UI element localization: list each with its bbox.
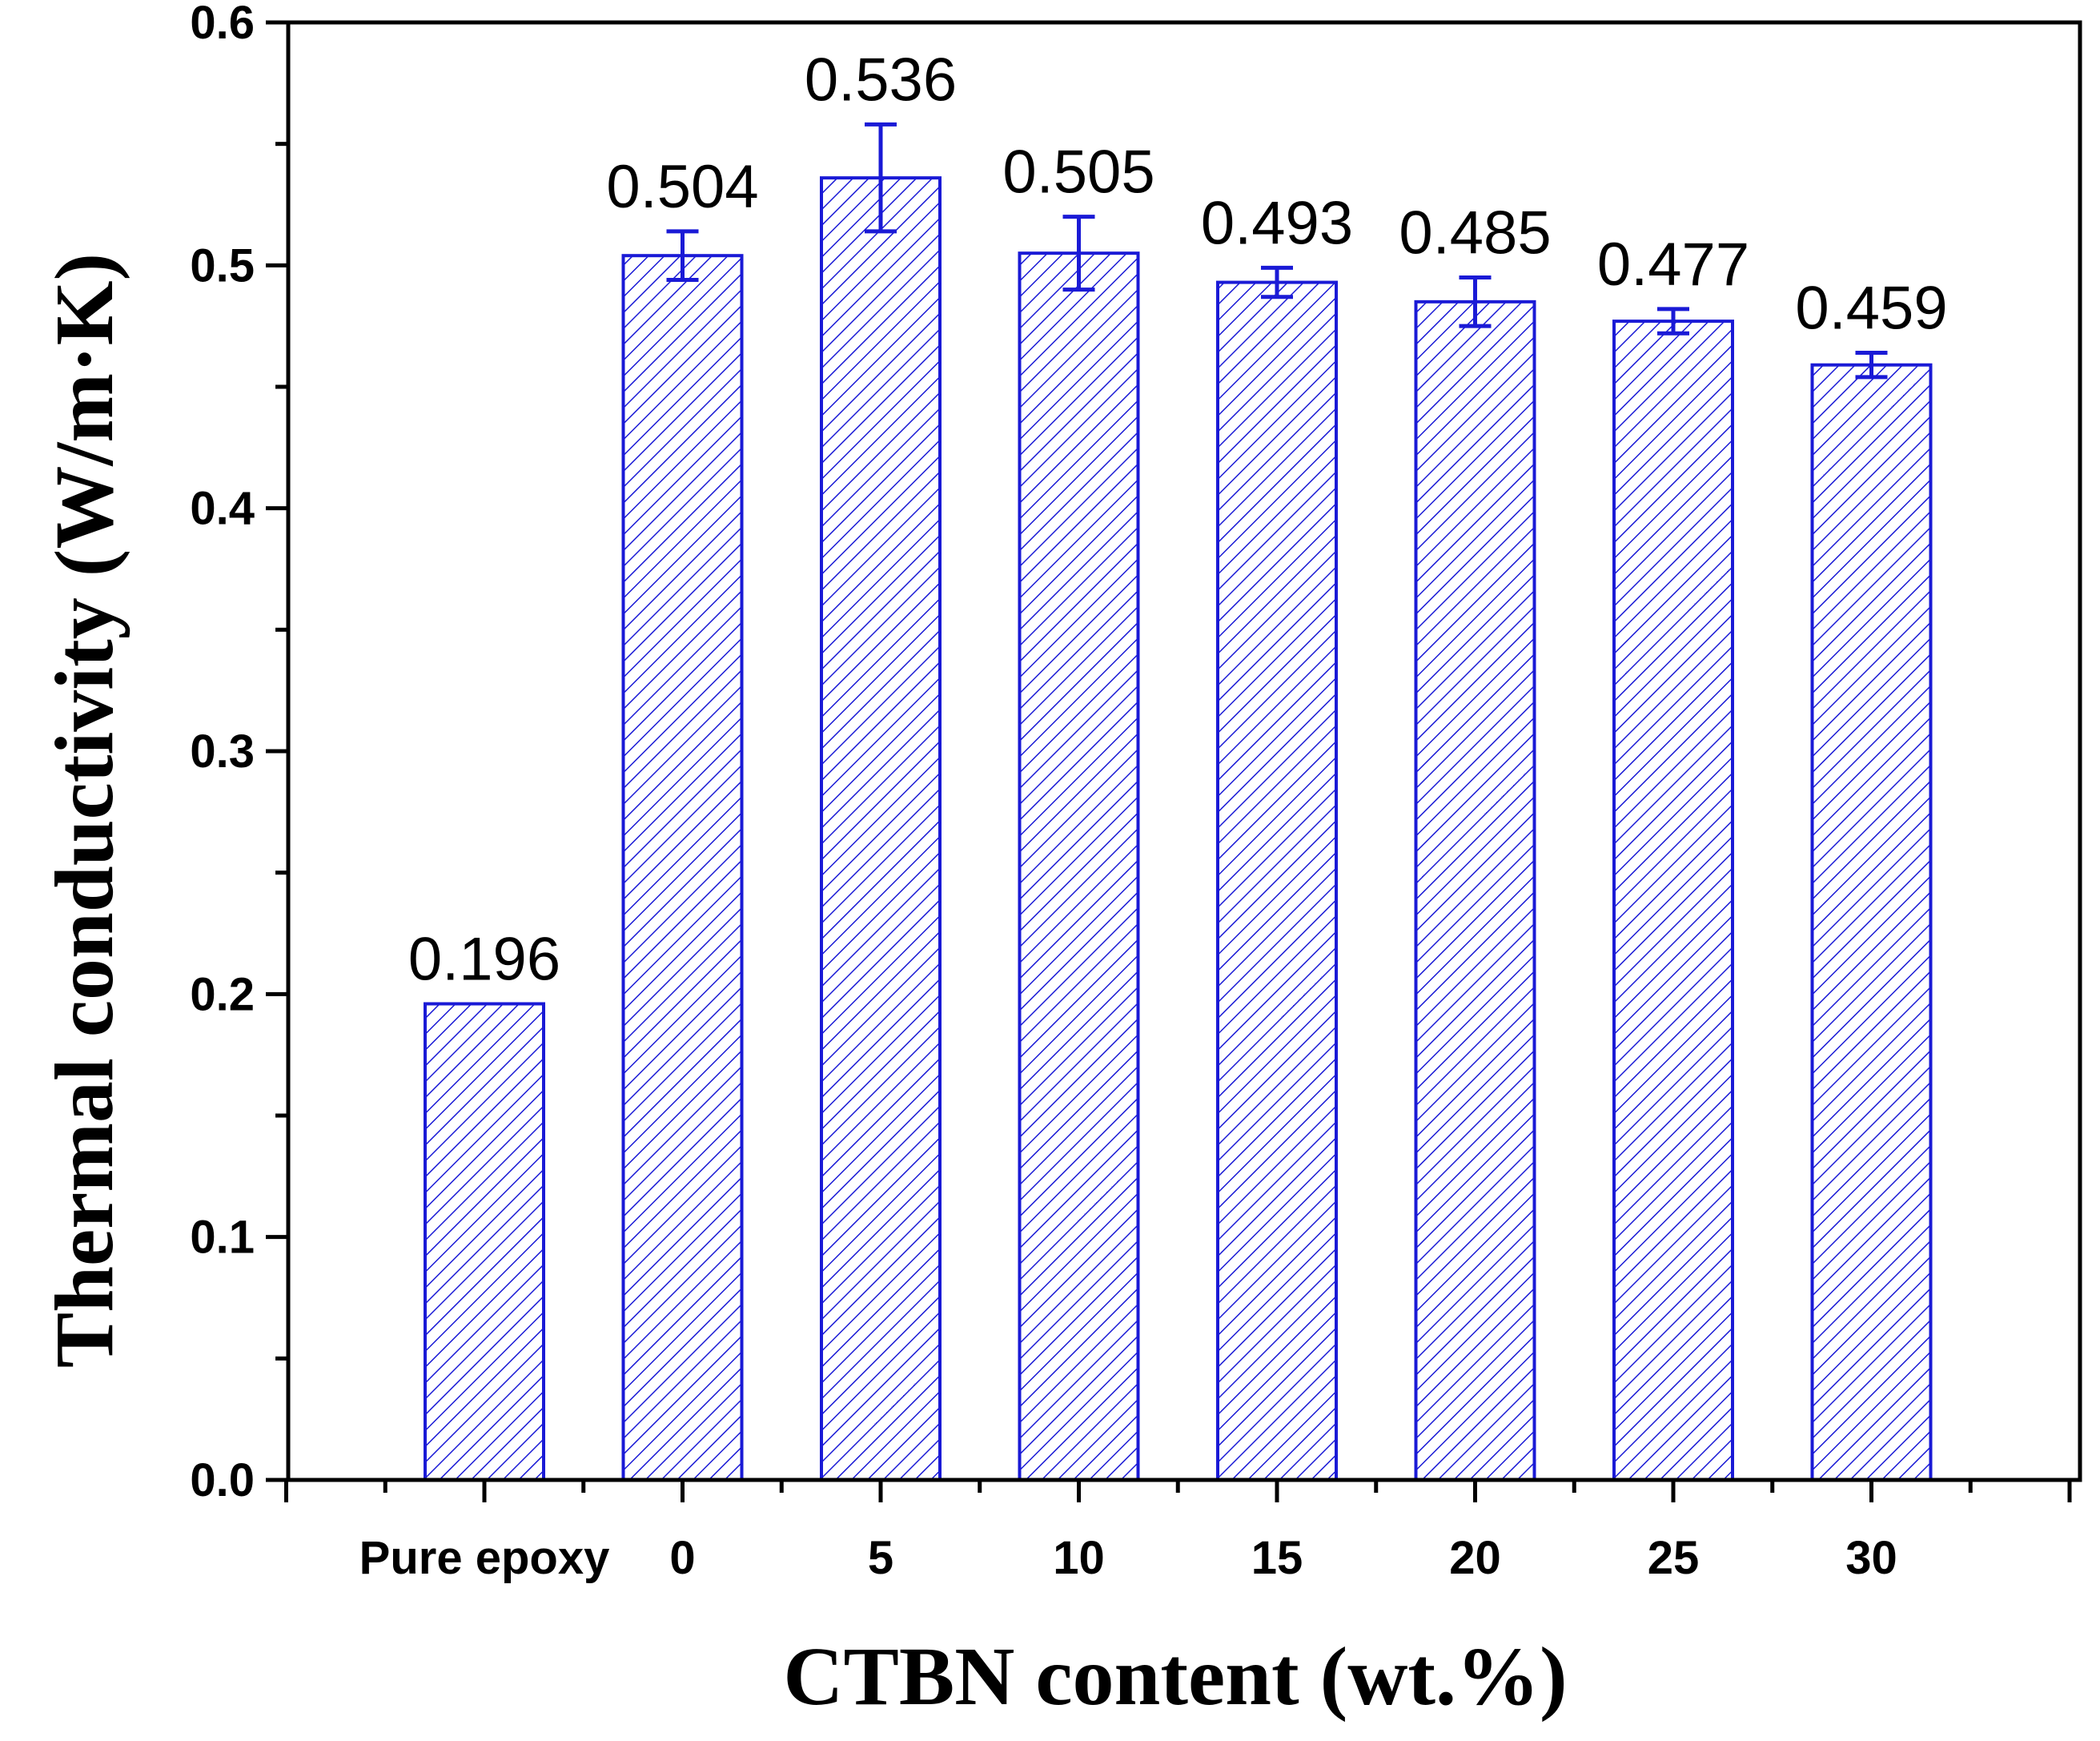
x-tick-label-3: 10 [1053, 1532, 1105, 1584]
y-tick-label-5: 0.5 [190, 239, 255, 292]
bar-1 [621, 254, 744, 1482]
data-labels-layer: 0.196 0.504 0.536 0.505 0.493 0.485 0.477 0.459 [408, 46, 1948, 993]
y-tick-label-3: 0.3 [190, 726, 255, 778]
bar-4 [1216, 280, 1338, 1482]
error-bar-5 [1459, 275, 1492, 328]
y-tick-label-6: 0.6 [190, 0, 255, 49]
error-bar-2 [865, 122, 897, 234]
y-tick-label-2: 0.2 [190, 968, 255, 1020]
y-tick-label-1: 0.1 [190, 1212, 255, 1264]
x-tick-label-0: Pure epoxy [359, 1532, 610, 1584]
error-bar-6 [1657, 307, 1689, 336]
x-axis-title: CTBN content (wt.%) [783, 1630, 1567, 1723]
y-tick-label-4: 0.4 [190, 483, 255, 535]
bar-0 [424, 1002, 545, 1482]
y-tick-label-0: 0.0 [190, 1454, 255, 1506]
y-axis-title: Thermal conductivity (W/m·K) [38, 253, 130, 1368]
x-tick-label-5: 20 [1449, 1532, 1501, 1584]
bar-5 [1414, 300, 1536, 1482]
data-label-5: 0.485 [1399, 199, 1551, 267]
data-label-3: 0.505 [1002, 139, 1154, 207]
bar-7 [1810, 363, 1933, 1482]
y-axis: 0.0 0.1 0.2 0.3 0.4 0.5 0.6 [190, 0, 288, 1506]
x-tick-label-2: 5 [868, 1532, 893, 1584]
x-axis: Pure epoxy 0 5 10 15 20 25 30 [284, 1480, 2072, 1584]
error-bar-4 [1261, 265, 1293, 300]
x-tick-label-4: 15 [1251, 1532, 1303, 1584]
error-bar-7 [1855, 351, 1888, 380]
data-label-4: 0.493 [1201, 189, 1353, 257]
data-label-0: 0.196 [408, 925, 560, 993]
data-label-2: 0.536 [805, 46, 957, 114]
data-label-7: 0.459 [1795, 275, 1947, 343]
error-bar-1 [666, 229, 699, 283]
error-bars-layer [666, 122, 1888, 380]
x-tick-label-6: 25 [1648, 1532, 1700, 1584]
bar-3 [1018, 251, 1140, 1482]
data-label-6: 0.477 [1597, 231, 1749, 299]
x-tick-label-1: 0 [669, 1532, 695, 1584]
bar-2 [820, 176, 942, 1482]
bars-layer [424, 176, 1933, 1482]
data-label-1: 0.504 [606, 153, 758, 221]
error-bar-3 [1062, 215, 1095, 292]
x-tick-label-7: 30 [1845, 1532, 1897, 1584]
bar-6 [1612, 320, 1734, 1482]
